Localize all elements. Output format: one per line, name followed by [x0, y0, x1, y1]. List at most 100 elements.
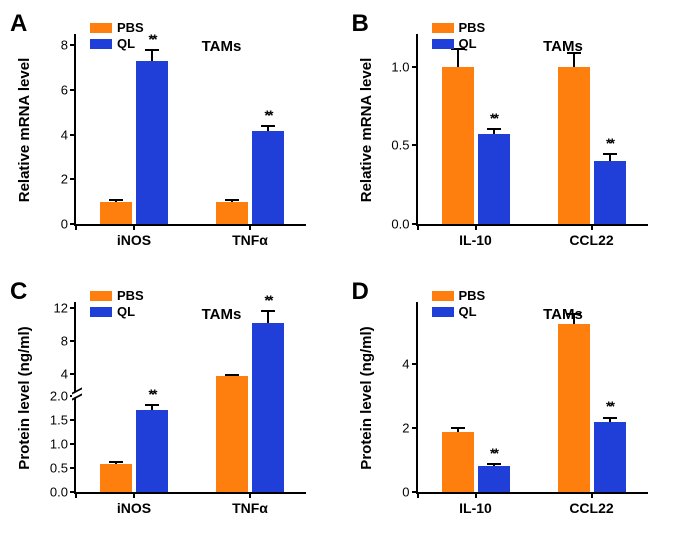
x-tick-label: IL-10 [459, 492, 492, 516]
bar-pbs [216, 376, 248, 492]
y-tick-label: 8 [61, 333, 76, 348]
significance-marker: ** [149, 386, 156, 402]
legend-label: PBS [117, 288, 144, 303]
x-tick [75, 224, 77, 230]
error-bar [109, 199, 123, 202]
legend-swatch [90, 307, 112, 317]
legend-item-ql: QL [90, 304, 144, 319]
y-axis-label: Relative mRNA level [16, 34, 33, 226]
error-bar [451, 427, 465, 432]
bar-ql [594, 161, 626, 224]
bar-ql [252, 131, 284, 224]
bar-pbs [100, 202, 132, 224]
y-tick-label: 0.5 [391, 138, 417, 153]
chart-title: TAMs [202, 38, 242, 55]
legend-label: PBS [459, 288, 486, 303]
legend-swatch [432, 307, 454, 317]
panel-d: D024IL-10**CCL22**Protein level (ng/ml)T… [354, 280, 664, 530]
error-bar [145, 404, 159, 411]
plot-area: 024IL-10**CCL22** [416, 302, 648, 494]
y-tick-label: 1.0 [50, 437, 76, 452]
y-tick-label: 0.0 [391, 217, 417, 232]
y-tick-label: 0.5 [50, 461, 76, 476]
legend: PBSQL [90, 288, 144, 319]
error-bar [487, 463, 501, 466]
legend-swatch [432, 23, 454, 33]
bar-ql [136, 61, 168, 224]
legend-label: PBS [459, 20, 486, 35]
significance-marker: ** [606, 135, 613, 151]
bar-ql [478, 134, 510, 224]
significance-marker: ** [490, 110, 497, 126]
legend-item-ql: QL [432, 36, 486, 51]
y-tick-label: 1.5 [50, 413, 76, 428]
bar-pbs [442, 432, 474, 492]
panel-b: B0.00.51.0IL-10**CCL22**Relative mRNA le… [354, 12, 664, 262]
chart: 02468iNOS**TNFα** Relative mRNA level TAMs… [12, 12, 322, 262]
legend-item-pbs: PBS [90, 20, 144, 35]
legend-label: QL [459, 304, 477, 319]
y-tick-label: 0 [402, 485, 417, 500]
y-axis-label: Relative mRNA level [358, 34, 375, 226]
legend: PBSQL [90, 20, 144, 51]
significance-marker: ** [265, 292, 272, 308]
y-tick-label: 12 [54, 301, 76, 316]
legend-label: QL [117, 36, 135, 51]
y-tick-label: 4 [61, 366, 76, 381]
x-tick-label: iNOS [117, 224, 151, 248]
bar-pbs [558, 67, 590, 224]
chart-title: TAMs [202, 306, 242, 323]
y-tick-label: 0.0 [50, 485, 76, 500]
significance-marker: ** [490, 445, 497, 461]
y-axis-label: Protein level (ng/ml) [16, 302, 33, 494]
legend-label: PBS [117, 20, 144, 35]
bar-ql [136, 410, 168, 492]
legend: PBSQL [432, 20, 486, 51]
bar-pbs [558, 324, 590, 492]
legend-label: QL [117, 304, 135, 319]
y-axis-label: Protein level (ng/ml) [358, 302, 375, 494]
x-tick-label: TNFα [232, 224, 268, 248]
error-bar [261, 310, 275, 323]
error-bar [261, 125, 275, 132]
y-tick-label: 0 [61, 217, 76, 232]
error-bar [225, 199, 239, 202]
plot-area: 0.00.51.0IL-10**CCL22** [416, 34, 648, 226]
chart: 0.00.51.01.52.04812iNOS**TNFα**Protein l… [12, 280, 322, 530]
y-tick-label: 8 [61, 38, 76, 53]
error-bar [603, 153, 617, 161]
bar-ql [594, 422, 626, 492]
significance-marker: ** [606, 398, 613, 414]
legend-swatch [432, 39, 454, 49]
x-tick-label: CCL22 [569, 224, 613, 248]
legend-item-pbs: PBS [432, 288, 486, 303]
chart-title: TAMs [543, 306, 583, 323]
x-tick-label: TNFα [232, 492, 268, 516]
bar-pbs [442, 67, 474, 224]
error-bar [487, 128, 501, 134]
bar-pbs [216, 202, 248, 224]
y-tick-label: 6 [61, 83, 76, 98]
significance-marker: ** [265, 107, 272, 123]
chart: 024IL-10**CCL22** Protein level (ng/ml) TA… [354, 280, 664, 530]
error-bar [145, 49, 159, 61]
legend-item-ql: QL [90, 36, 144, 51]
legend-swatch [90, 291, 112, 301]
bar-pbs [100, 464, 132, 492]
bar-ql [252, 323, 284, 492]
x-tick [417, 492, 419, 498]
error-bar [225, 374, 239, 376]
y-tick-label: 2 [61, 172, 76, 187]
y-tick-label: 4 [402, 357, 417, 372]
error-bar [109, 461, 123, 464]
y-tick-label: 1.0 [391, 59, 417, 74]
legend-item-pbs: PBS [90, 288, 144, 303]
legend-item-pbs: PBS [432, 20, 486, 35]
plot-area: 02468iNOS**TNFα** [74, 34, 306, 226]
x-tick-label: CCL22 [569, 492, 613, 516]
x-tick-label: IL-10 [459, 224, 492, 248]
error-bar [603, 417, 617, 423]
significance-marker: ** [149, 31, 156, 47]
panel-a: A02468iNOS**TNFα**Relative mRNA levelTAM… [12, 12, 322, 262]
legend-item-ql: QL [432, 304, 486, 319]
